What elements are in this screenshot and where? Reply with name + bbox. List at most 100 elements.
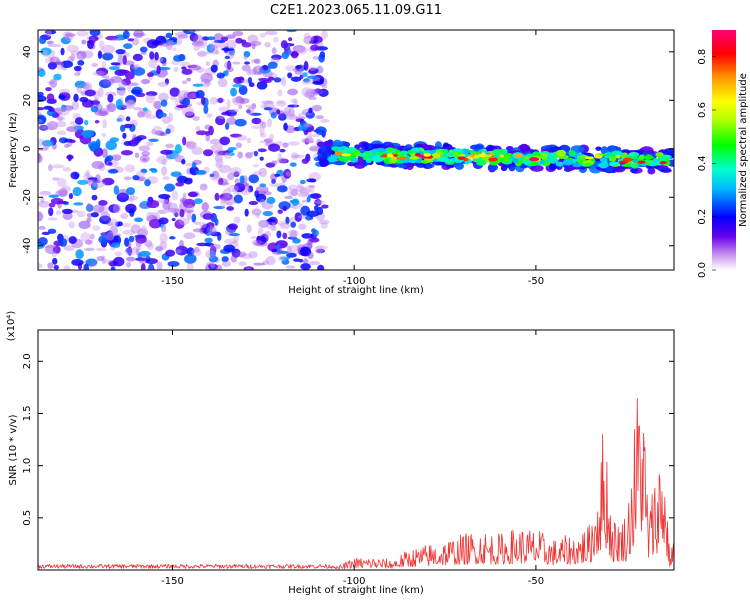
heatmap-noise-blob <box>210 143 223 153</box>
heatmap-noise-blob <box>52 257 58 265</box>
heatmap-noise-blob <box>203 149 214 157</box>
heatmap-noise-blob <box>92 180 106 189</box>
heatmap-noise-blob <box>63 265 71 270</box>
heatmap-noise-blob <box>192 115 200 121</box>
heatmap-noise-blob <box>230 87 237 97</box>
heatmap-noise-blob <box>60 104 67 112</box>
heatmap-noise-blob <box>245 104 257 108</box>
heatmap-noise-blob <box>90 106 99 113</box>
heatmap-noise-blob <box>256 81 268 90</box>
heatmap-noise-blob <box>263 191 272 196</box>
heatmap-noise-blob <box>108 66 120 71</box>
heatmap-signal-blob <box>609 161 620 167</box>
heatmap-noise-region <box>38 30 330 270</box>
heatmap-noise-blob <box>303 91 315 99</box>
heatmap-noise-blob <box>196 66 205 73</box>
heatmap-noise-blob <box>124 237 130 247</box>
colorbar-tick-label: 0.0 <box>697 262 708 278</box>
heatmap-signal-blob <box>613 151 624 157</box>
heatmap-noise-blob <box>55 210 62 216</box>
heatmap-noise-blob <box>65 33 76 37</box>
heatmap-noise-blob <box>237 135 248 141</box>
heatmap-noise-blob <box>192 228 205 233</box>
heatmap-noise-blob <box>195 170 207 175</box>
heatmap-noise-blob <box>305 88 318 97</box>
heatmap-noise-blob <box>256 235 261 244</box>
heatmap-noise-blob <box>132 246 142 251</box>
heatmap-noise-blob <box>123 140 132 147</box>
heatmap-noise-blob <box>100 211 111 222</box>
heatmap-signal-blob <box>621 163 633 168</box>
heatmap-noise-blob <box>171 217 176 222</box>
heatmap-noise-blob <box>42 124 56 131</box>
snr-x-ticks: -150 -100 -50 <box>161 330 544 587</box>
heatmap-x-tick-label: -100 <box>343 276 366 287</box>
heatmap-noise-blob <box>124 71 135 80</box>
snr-x-tick-label: -100 <box>343 576 366 587</box>
heatmap-noise-blob <box>138 202 148 209</box>
heatmap-noise-blob <box>235 142 243 149</box>
heatmap-signal-peak <box>386 153 394 158</box>
heatmap-noise-blob <box>192 83 204 87</box>
heatmap-noise-blob <box>268 76 275 81</box>
heatmap-noise-blob <box>246 67 252 76</box>
heatmap-noise-blob <box>233 171 240 177</box>
heatmap-noise-blob <box>164 196 170 205</box>
heatmap-noise-blob <box>135 234 147 244</box>
heatmap-noise-blob <box>307 131 313 140</box>
heatmap-noise-blob <box>297 124 308 131</box>
heatmap-noise-blob <box>61 185 72 193</box>
heatmap-noise-blob <box>199 221 207 228</box>
heatmap-signal-peak <box>484 154 493 158</box>
heatmap-noise-blob <box>81 39 87 45</box>
heatmap-noise-blob <box>169 96 177 101</box>
heatmap-noise-blob <box>320 221 328 229</box>
heatmap-noise-blob <box>216 72 225 79</box>
heatmap-noise-blob <box>181 66 187 70</box>
heatmap-noise-blob <box>53 265 59 270</box>
heatmap-noise-blob <box>208 125 214 136</box>
heatmap-noise-blob <box>299 187 310 197</box>
heatmap-noise-blob <box>220 36 229 42</box>
heatmap-noise-blob <box>314 245 324 254</box>
heatmap-noise-blob <box>145 258 158 265</box>
heatmap-noise-blob <box>234 251 247 258</box>
heatmap-noise-blob <box>279 148 286 153</box>
heatmap-noise-blob <box>238 105 243 109</box>
heatmap-signal-blob <box>505 146 514 151</box>
heatmap-noise-blob <box>276 100 286 104</box>
heatmap-signal-peak <box>659 161 666 165</box>
heatmap-signal-blob <box>595 146 602 151</box>
heatmap-noise-blob <box>62 167 72 172</box>
heatmap-noise-blob <box>321 204 329 209</box>
heatmap-noise-blob <box>234 178 239 185</box>
heatmap-noise-blob <box>123 123 132 129</box>
heatmap-noise-blob <box>301 72 308 78</box>
heatmap-noise-blob <box>229 108 239 113</box>
heatmap-noise-blob <box>250 40 262 47</box>
heatmap-noise-blob <box>268 143 281 152</box>
heatmap-noise-blob <box>264 41 271 48</box>
heatmap-noise-blob <box>283 168 292 179</box>
heatmap-noise-blob <box>262 260 270 265</box>
heatmap-noise-blob <box>273 36 279 43</box>
heatmap-noise-blob <box>221 256 229 263</box>
heatmap-noise-blob <box>38 263 43 269</box>
heatmap-signal-peak <box>423 152 432 157</box>
heatmap-noise-blob <box>158 209 166 214</box>
heatmap-noise-blob <box>220 198 226 209</box>
heatmap-noise-blob <box>168 112 174 122</box>
heatmap-noise-blob <box>80 232 91 242</box>
heatmap-noise-blob <box>82 83 90 90</box>
heatmap-noise-blob <box>193 34 204 45</box>
heatmap-noise-blob <box>302 140 315 144</box>
heatmap-noise-blob <box>183 200 191 205</box>
heatmap-noise-blob <box>135 248 140 256</box>
heatmap-noise-blob <box>188 92 198 99</box>
heatmap-noise-blob <box>201 202 209 212</box>
heatmap-noise-blob <box>288 244 302 255</box>
heatmap-noise-blob <box>44 57 54 64</box>
heatmap-signal-peak <box>623 157 633 162</box>
heatmap-noise-blob <box>241 64 251 72</box>
heatmap-noise-blob <box>297 215 309 219</box>
